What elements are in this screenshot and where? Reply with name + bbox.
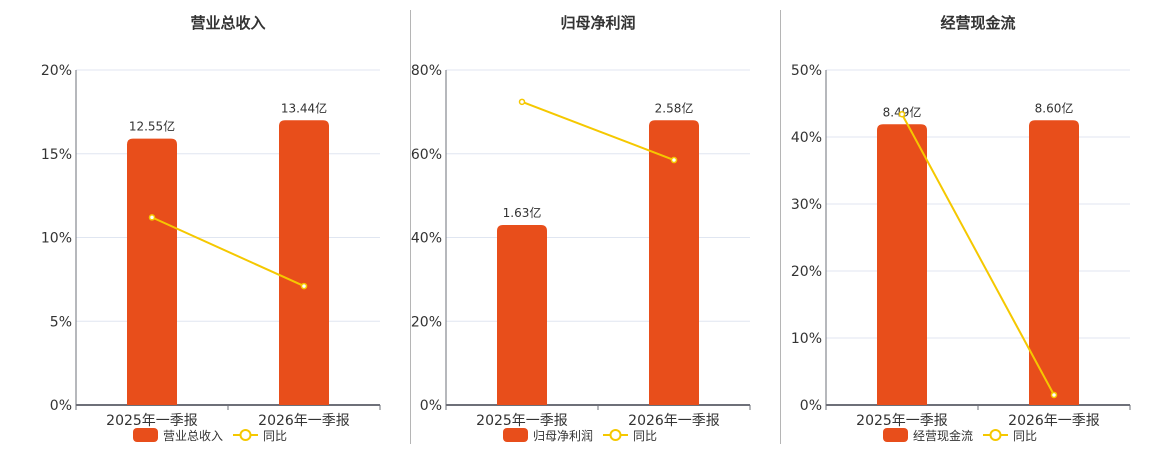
yoy-line xyxy=(521,100,675,161)
yoy-point[interactable] xyxy=(518,98,526,106)
bar[interactable] xyxy=(877,124,927,406)
bar[interactable] xyxy=(497,224,547,405)
x-tick-label: 2026年一季报 xyxy=(258,413,350,429)
y-tick-label: 50% xyxy=(791,63,822,79)
bar[interactable] xyxy=(649,120,699,405)
y-tick-label: 15% xyxy=(41,147,72,163)
legend-bar-label[interactable]: 经营现金流 xyxy=(913,428,974,443)
yoy-point[interactable] xyxy=(300,282,308,290)
yoy-point[interactable] xyxy=(1050,391,1058,399)
yoy-point[interactable] xyxy=(898,110,906,118)
bar-value-label: 13.44亿 xyxy=(281,100,327,115)
chart-title: 经营现金流 xyxy=(940,14,1016,32)
y-tick-label: 30% xyxy=(791,197,822,213)
y-tick-label: 0% xyxy=(420,398,442,414)
chart-legend: 经营现金流 同比 xyxy=(883,427,1037,443)
chart-title: 营业总收入 xyxy=(190,14,266,32)
x-tick-label: 2026年一季报 xyxy=(1008,413,1100,429)
x-tick-label: 2025年一季报 xyxy=(476,413,568,429)
y-tick-label: 10% xyxy=(41,231,72,247)
panel-separator xyxy=(410,10,411,444)
y-tick-label: 20% xyxy=(791,264,822,280)
legend-bar-swatch[interactable] xyxy=(883,428,908,442)
yoy-line xyxy=(151,216,305,287)
bar[interactable] xyxy=(1029,120,1079,405)
x-tick-label: 2026年一季报 xyxy=(628,413,720,429)
chart-panel-revenue: 营业总收入 0% 5% 10% 15% 20% 2025年一季报 2026年一季报 12.55亿… xyxy=(0,0,400,450)
legend-bar-label[interactable]: 营业总收入 xyxy=(163,428,224,443)
yoy-point[interactable] xyxy=(148,214,156,221)
panel-separator xyxy=(780,10,781,444)
bar-value-label: 12.55亿 xyxy=(129,119,175,134)
y-tick-label: 10% xyxy=(791,331,822,347)
chart-legend: 归母净利润 同比 xyxy=(503,427,657,443)
bar-value-label: 8.60亿 xyxy=(1035,100,1074,115)
y-tick-label: 20% xyxy=(41,63,72,79)
y-tick-label: 40% xyxy=(791,130,822,146)
legend-line-label[interactable]: 同比 xyxy=(263,428,288,443)
y-tick-label: 60% xyxy=(411,147,442,163)
x-tick-label: 2025年一季报 xyxy=(856,413,948,429)
chart-title: 归母净利润 xyxy=(560,14,636,32)
legend-bar-swatch[interactable] xyxy=(133,428,158,442)
legend-line-label[interactable]: 同比 xyxy=(1013,428,1038,443)
yoy-point[interactable] xyxy=(670,156,678,164)
legend-line-circle-icon[interactable] xyxy=(983,428,1009,442)
bar-value-label: 2.58亿 xyxy=(655,100,694,115)
y-tick-label: 80% xyxy=(411,63,442,79)
legend-bar-label[interactable]: 归母净利润 xyxy=(533,428,594,443)
legend-line-circle-icon[interactable] xyxy=(233,428,259,442)
legend-bar-swatch[interactable] xyxy=(503,428,528,442)
y-tick-label: 5% xyxy=(50,314,72,330)
y-tick-label: 0% xyxy=(50,398,72,414)
y-tick-label: 0% xyxy=(800,398,822,414)
bar[interactable] xyxy=(127,138,177,406)
x-tick-label: 2025年一季报 xyxy=(106,413,198,429)
bar[interactable] xyxy=(279,120,329,405)
yoy-line xyxy=(901,113,1055,396)
legend-line-label[interactable]: 同比 xyxy=(633,428,658,443)
y-tick-label: 20% xyxy=(411,314,442,330)
legend-line-circle-icon[interactable] xyxy=(603,428,629,442)
y-tick-label: 40% xyxy=(411,231,442,247)
bar-value-label: 1.63亿 xyxy=(503,205,542,220)
chart-legend: 营业总收入 同比 xyxy=(133,427,287,443)
